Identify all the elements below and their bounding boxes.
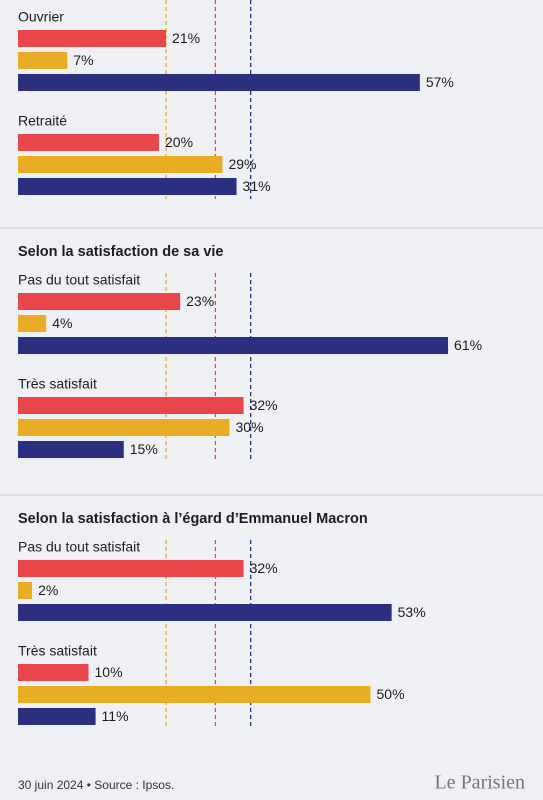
bar [18,337,449,354]
value-label: 2% [38,582,58,598]
category-label: Pas du tout satisfait [18,539,140,555]
value-label: 21% [172,30,200,46]
bar [18,397,244,414]
value-label: 30% [236,419,264,435]
value-label: 53% [398,604,426,620]
bar [18,156,223,173]
value-label: 23% [186,293,214,309]
value-label: 57% [426,74,454,90]
category-label: Très satisfait [18,643,97,659]
bar [18,708,96,725]
value-label: 61% [454,337,482,353]
value-label: 10% [95,664,123,680]
value-label: 11% [102,708,129,724]
value-label: 32% [250,560,278,576]
bar [18,74,420,91]
category-label: Ouvrier [18,9,64,25]
bar [18,30,167,47]
value-label: 32% [250,397,278,413]
footer-note: 30 juin 2024 • Source : Ipsos. [18,778,174,792]
bar [18,686,371,703]
bar [18,441,124,458]
bar [18,419,230,436]
category-label: Pas du tout satisfait [18,272,140,288]
section-title: Selon la satisfaction de sa vie [18,244,224,260]
bar [18,178,237,195]
bar [18,582,33,599]
bar [18,315,47,332]
bar [18,52,68,69]
value-label: 15% [130,441,158,457]
bar [18,293,181,310]
category-label: Retraité [18,113,67,129]
bar [18,604,392,621]
value-label: 7% [73,52,93,68]
value-label: 50% [377,686,405,702]
bar [18,560,244,577]
value-label: 29% [228,156,256,172]
bar [18,134,159,151]
section-title: Selon la satisfaction à l’égard d’Emmanu… [18,511,368,527]
value-label: 4% [52,315,72,331]
bar [18,664,89,681]
brand-logo: Le Parisien [434,772,525,794]
value-label: 31% [243,178,271,194]
value-label: 20% [165,134,193,150]
category-label: Très satisfait [18,376,97,392]
